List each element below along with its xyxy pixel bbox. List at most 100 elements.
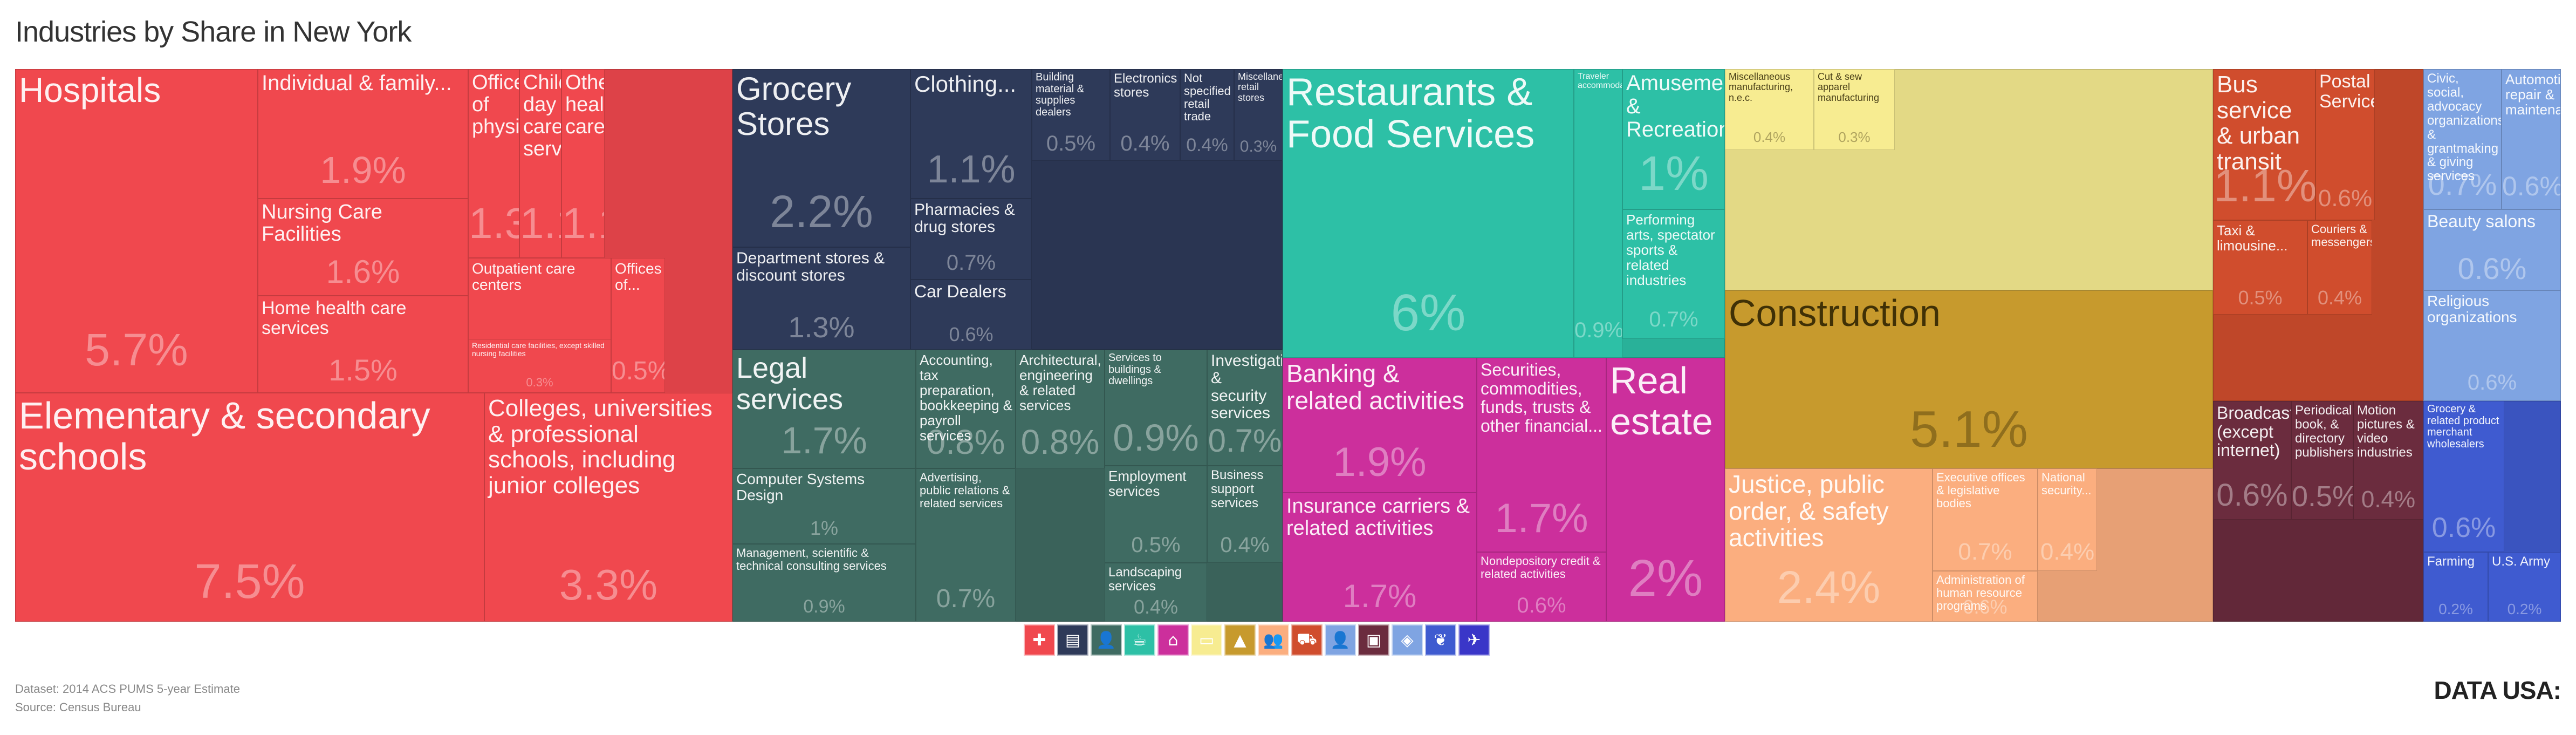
treemap-tile[interactable]: Justice, public order, & safety activiti… [1725,468,1933,622]
other-services-icon[interactable]: ◈ [1392,624,1423,656]
treemap-tile[interactable]: Grocery Stores 2.2% [732,69,910,247]
treemap-tile[interactable]: Motion pictures & video industries 0.4% [2353,401,2423,520]
tile-percent: 0.9% [803,596,845,617]
food-icon[interactable]: ☕ [1124,624,1155,656]
tile-label: Administration of human resource program… [1936,573,2025,612]
treemap-tile[interactable]: Restaurants & Food Services 6% [1283,69,1574,358]
treemap-tile[interactable]: Not specified retail trade 0.4% [1180,69,1234,161]
tile-percent: 5.1% [1910,400,2028,458]
treemap-tile[interactable]: Religious organizations 0.6% [2423,290,2561,401]
treemap-tile[interactable]: Residential care facilities, except skil… [468,339,611,393]
treemap-tile[interactable]: Beauty salons 0.6% [2423,209,2561,290]
treemap-tile[interactable]: Banking & related activities 1.9% [1283,358,1477,493]
tile-label: Elementary & secondary schools [19,394,430,478]
treemap-tile[interactable]: Pharmacies & drug stores 0.7% [910,199,1032,280]
treemap-tile[interactable]: Miscellaneous manufacturing, n.e.c. 0.4% [1725,69,1814,150]
treemap-tile[interactable]: Periodical, book, & directory publishers… [2291,401,2353,520]
treemap-tile[interactable]: Postal Service 0.6% [2315,69,2375,220]
professional-icon[interactable]: 👤 [1091,624,1122,656]
tile-label: Religious organizations [2427,292,2517,326]
treemap-tile[interactable]: Administration of human resource program… [1933,571,2038,622]
treemap-tile[interactable]: Offices of physicians 1.3% [468,69,519,258]
tile-label: Offices of physicians [472,71,519,139]
treemap-tile[interactable]: Automotive repair & maintenance 0.6% [2502,69,2561,209]
information-icon[interactable]: ▣ [1358,624,1389,656]
treemap-tile[interactable]: Hospitals 5.7% [15,69,258,393]
tile-label: Taxi & limousine... [2217,222,2288,254]
treemap-tile[interactable]: Real estate 2% [1606,358,1725,622]
tile-label: Building material & supplies dealers [1036,71,1085,118]
tile-percent: 0.6% [2502,171,2561,201]
military-icon[interactable]: ✈ [1458,624,1490,656]
public-admin-icon[interactable]: 👥 [1258,624,1289,656]
treemap-tile[interactable]: Management, scientific & technical consu… [732,544,916,622]
treemap-tile[interactable]: Home health care services 1.5% [258,296,468,393]
treemap-tile[interactable]: Landscaping services 0.4% [1105,563,1207,622]
agriculture-icon[interactable]: ❦ [1425,624,1456,656]
treemap-tile[interactable]: Building material & supplies dealers 0.5% [1032,69,1110,161]
tile-percent: 1.3% [788,311,855,344]
treemap-tile[interactable]: Civic, social, advocacy organizations, &… [2423,69,2502,209]
treemap-tile[interactable]: Traveler accommodation 0.9% [1574,69,1622,358]
treemap-tile[interactable]: Taxi & limousine... 0.5% [2213,220,2307,315]
finance-icon[interactable]: ⌂ [1157,624,1189,656]
treemap-tile[interactable]: Services to buildings & dwellings 0.9% [1105,350,1207,466]
treemap-tile[interactable]: Cut & sew apparel manufacturing 0.3% [1814,69,1895,150]
treemap-tile[interactable]: Broadcasting (except internet) 0.6% [2213,401,2291,520]
tile-label: Outpatient care centers [472,260,576,294]
treemap-tile[interactable]: Elementary & secondary schools 7.5% [15,393,484,622]
treemap-tile[interactable]: Clothing... 1.1% [910,69,1032,199]
treemap-tile[interactable]: Securities, commodities, funds, trusts &… [1477,358,1606,552]
treemap-tile[interactable]: Business support services 0.4% [1207,466,1283,563]
treemap-tile[interactable]: Individual & family... 1.9% [258,69,468,199]
treemap-tile[interactable]: Insurance carriers & related activities 1… [1283,493,1477,622]
treemap-tile[interactable]: Advertising, public relations & related … [916,468,1016,622]
tile-label: Employment services [1108,468,1187,500]
tile-label: Grocery & related product merchant whole… [2427,403,2499,450]
tile-label: Nursing Care Facilities [262,201,382,246]
treemap-tile[interactable]: Nursing Care Facilities 1.6% [258,199,468,296]
treemap-tile[interactable]: U.S. Army 0.2% [2488,552,2561,622]
treemap-tile[interactable]: Miscellaneous retail stores 0.3% [1234,69,1283,161]
retail-icon[interactable]: ▤ [1057,624,1088,656]
tile-percent: 0.6% [2467,370,2517,394]
construction-icon[interactable]: ▲ [1224,624,1256,656]
treemap-tile[interactable]: Offices of... 0.5% [611,258,665,393]
tile-label: Advertising, public relations & related … [920,471,1010,510]
treemap-tile[interactable]: Electronics stores 0.4% [1110,69,1180,161]
treemap-tile[interactable]: Employment services 0.5% [1105,466,1207,563]
treemap-tile[interactable]: National security... 0.4% [2038,468,2097,571]
services-icon[interactable]: 👤 [1325,624,1356,656]
treemap-tile[interactable]: Accounting, tax preparation, bookkeeping… [916,350,1016,468]
treemap-tile[interactable]: Construction 5.1% [1725,290,2213,468]
treemap-tile[interactable]: Other health care... 1.1% [561,69,605,258]
treemap-tile[interactable]: Couriers & messengers 0.4% [2307,220,2372,315]
tile-label: Pharmacies & drug stores [914,201,1015,236]
datausa-logo[interactable]: DATA USA: [2434,676,2561,704]
treemap-tile[interactable]: Nondepository credit & related activitie… [1477,552,1606,622]
tile-percent: 0.5% [1131,533,1181,557]
treemap-tile[interactable]: Colleges, universities & professional sc… [484,393,732,622]
treemap-tile[interactable]: Legal services 1.7% [732,350,916,468]
treemap-tile[interactable]: Executive offices & legislative bodies 0.… [1933,468,2038,571]
treemap-tile[interactable]: Performing arts, spectator sports & rela… [1622,209,1725,339]
health-icon[interactable]: ✚ [1024,624,1055,656]
treemap-tile[interactable]: Farming 0.2% [2423,552,2488,622]
manufacturing-icon[interactable]: ▭ [1191,624,1222,656]
tile-percent: 1.6% [326,254,400,290]
treemap-tile[interactable]: Department stores & discount stores 1.3% [732,247,910,350]
treemap-tile[interactable]: Computer Systems Design 1% [732,468,916,544]
tile-percent: 0.2% [2507,600,2542,617]
tile-percent: 1.3% [469,199,519,247]
treemap-tile[interactable]: Architectural, engineering & related ser… [1016,350,1105,468]
treemap-tile[interactable]: Car Dealers 0.6% [910,280,1032,350]
transport-icon[interactable]: ⛟ [1291,624,1323,656]
tile-percent: 1.9% [1333,439,1427,485]
tile-label: Clothing... [914,71,1017,97]
treemap-tile[interactable]: Bus service & urban transit 1.1% [2213,69,2315,220]
treemap-tile[interactable]: Grocery & related product merchant whole… [2423,401,2504,552]
tile-percent: 0.4% [1186,134,1228,155]
